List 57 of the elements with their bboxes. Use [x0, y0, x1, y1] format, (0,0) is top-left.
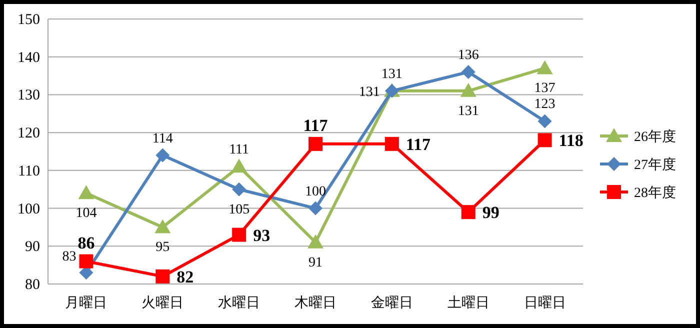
point	[461, 205, 476, 220]
legend-label: 28年度	[634, 185, 676, 201]
y-tick-label: 100	[18, 201, 40, 218]
data-label: 93	[253, 226, 270, 245]
point	[308, 136, 322, 151]
data-label: 91	[308, 255, 322, 270]
data-label: 131	[458, 104, 479, 119]
point	[308, 234, 324, 248]
point	[156, 269, 170, 284]
data-label: 82	[176, 267, 194, 286]
point	[232, 182, 246, 196]
legend-label: 27年度	[634, 157, 676, 173]
data-label: 104	[76, 206, 97, 222]
point	[384, 136, 399, 151]
y-tick-label: 80	[25, 277, 40, 293]
data-label: 100	[305, 184, 326, 200]
data-label: 118	[558, 131, 584, 150]
point	[536, 60, 553, 74]
point	[538, 114, 552, 128]
y-tick-label: 140	[18, 50, 40, 66]
point	[79, 254, 94, 268]
data-label: 99	[482, 203, 500, 222]
point	[78, 185, 94, 200]
x-tick-label: 土曜日	[447, 294, 490, 310]
data-label: 136	[458, 48, 479, 63]
point	[231, 158, 248, 173]
y-tick-label: 120	[18, 126, 40, 142]
data-label: 131	[358, 84, 380, 100]
y-tick-label: 130	[18, 88, 40, 104]
x-tick-label: 木曜日	[294, 294, 336, 310]
data-label: 123	[534, 97, 556, 112]
point	[461, 65, 476, 79]
data-label: 83	[62, 250, 76, 265]
y-tick-label: 90	[25, 239, 40, 256]
point	[308, 201, 322, 216]
data-label: 131	[381, 66, 402, 82]
data-label: 95	[156, 240, 170, 256]
x-tick-label: 金曜日	[370, 294, 413, 310]
x-tick-label: 月曜日	[65, 294, 108, 310]
data-label: 117	[406, 134, 431, 154]
point	[154, 219, 171, 234]
point	[156, 148, 170, 162]
data-label: 137	[534, 81, 556, 96]
point	[538, 133, 552, 148]
data-label: 105	[228, 202, 250, 218]
legend-label: 26年度	[634, 129, 676, 145]
data-label: 117	[303, 116, 328, 135]
point	[460, 82, 476, 97]
data-label: 114	[152, 131, 173, 146]
x-tick-label: 水曜日	[218, 294, 260, 310]
data-label: 86	[78, 233, 95, 252]
point	[232, 228, 246, 242]
y-tick-label: 150	[18, 12, 40, 28]
data-label: 111	[229, 142, 250, 158]
x-tick-label: 日曜日	[524, 294, 566, 310]
y-tick-label: 110	[18, 163, 40, 180]
x-tick-label: 火曜日	[142, 294, 184, 310]
